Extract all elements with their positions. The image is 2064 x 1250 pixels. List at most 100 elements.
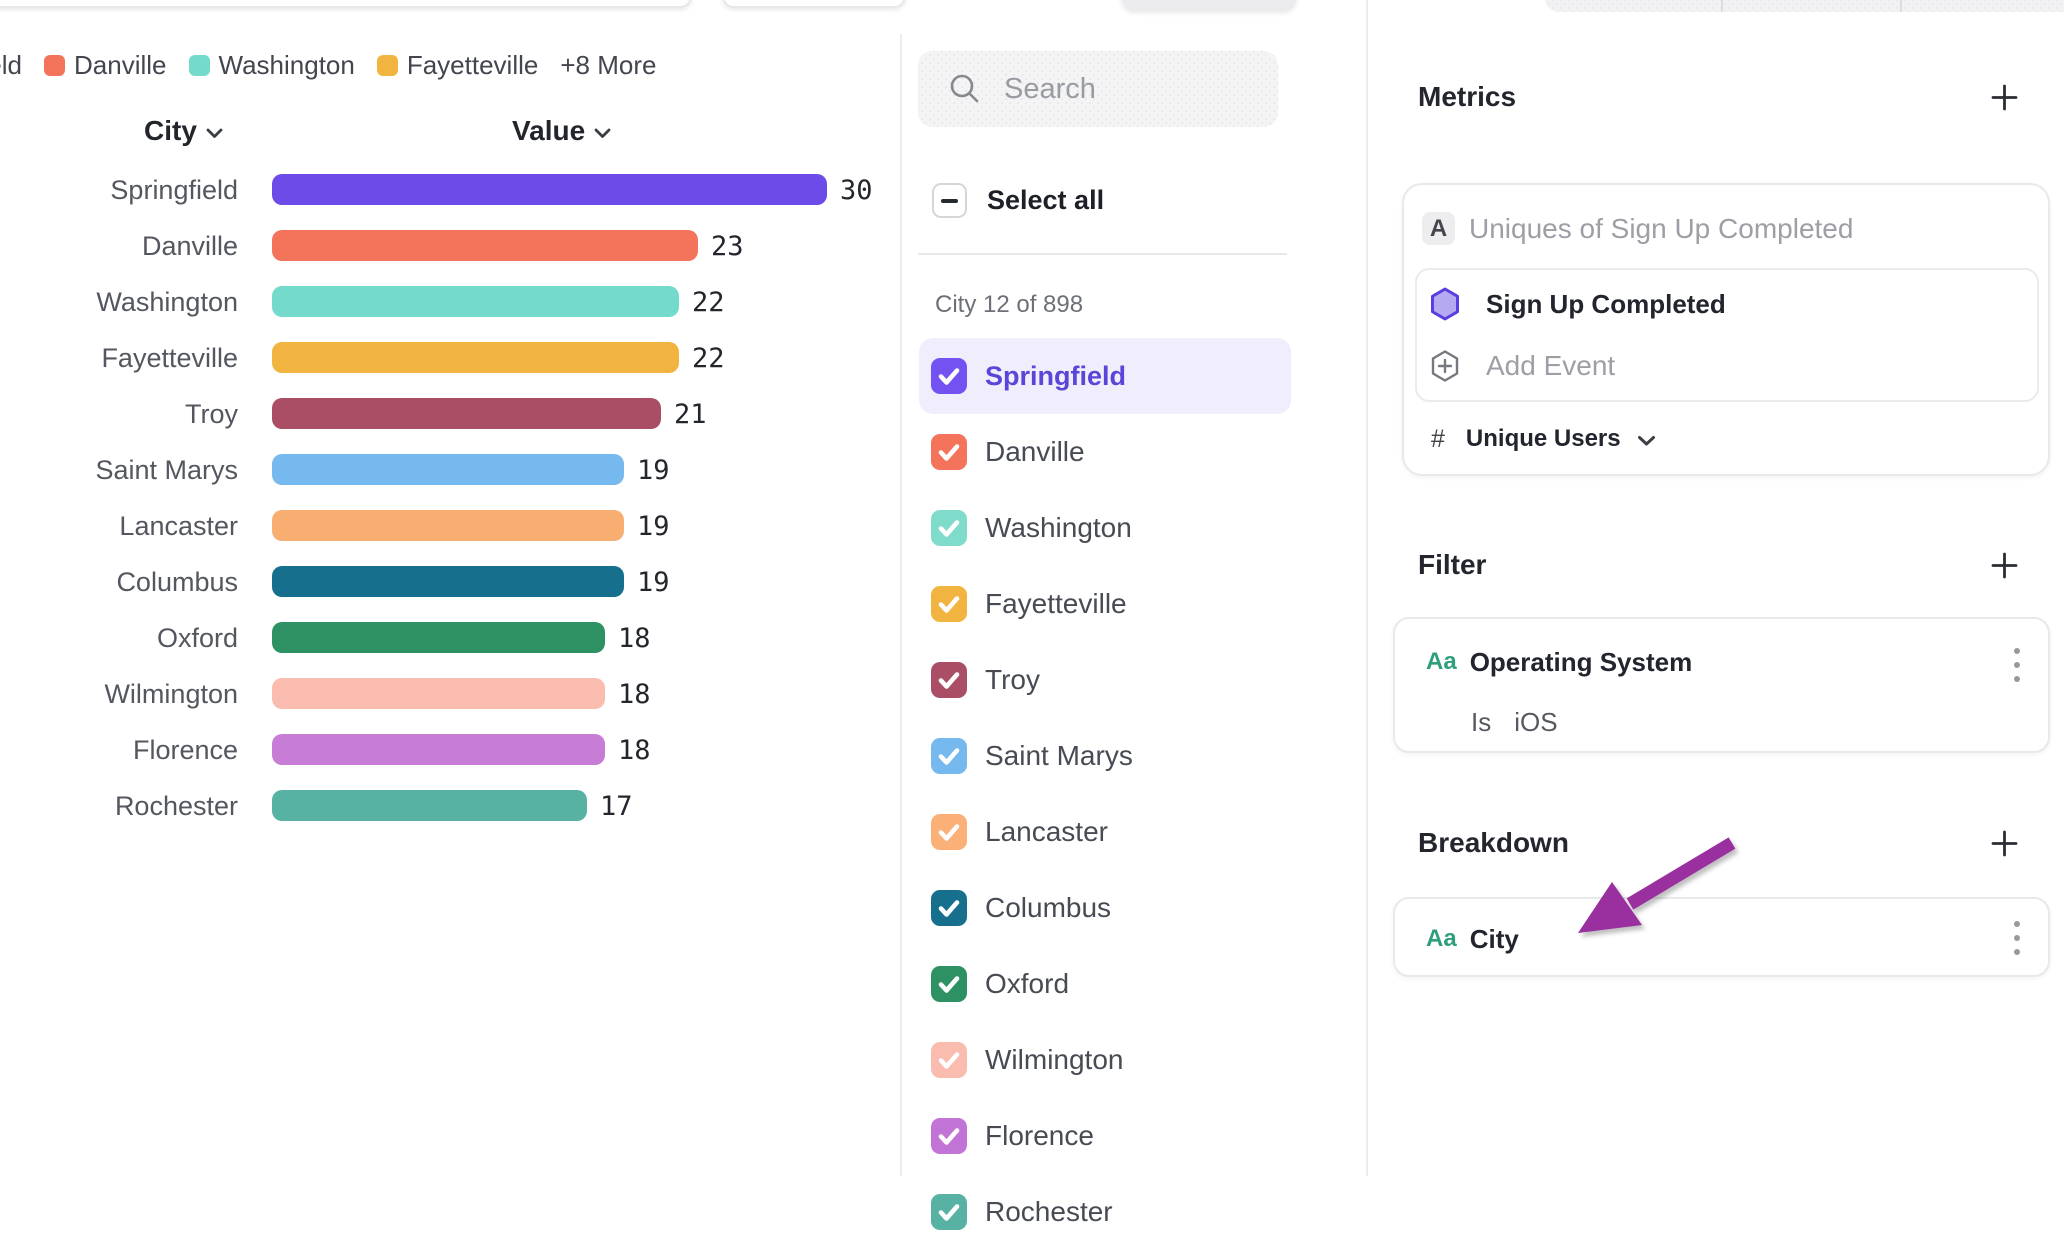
city-checkbox[interactable]	[931, 814, 967, 850]
indeterminate-minus-icon	[941, 198, 958, 203]
city-list-item[interactable]: Rochester	[919, 1174, 1291, 1250]
bar[interactable]	[272, 678, 605, 709]
kebab-dot-icon	[2014, 935, 2020, 941]
bar[interactable]	[272, 622, 605, 653]
checkmark-icon	[938, 900, 960, 917]
city-checkbox[interactable]	[931, 434, 967, 470]
city-checkbox[interactable]	[931, 890, 967, 926]
bar-category-label: Columbus	[116, 567, 238, 597]
bar[interactable]	[272, 174, 827, 205]
search-box[interactable]	[918, 51, 1278, 127]
add-event-row[interactable]: Add Event	[1430, 349, 1615, 383]
breakdown-section-header: Breakdown	[1418, 825, 2020, 861]
city-list-item[interactable]: Lancaster	[919, 794, 1291, 870]
bar-value-label: 19	[637, 567, 670, 598]
city-list-item[interactable]: Danville	[919, 414, 1291, 490]
select-all-row[interactable]: Select all	[932, 183, 1104, 218]
metric-summary-label: Uniques of Sign Up Completed	[1469, 212, 1854, 244]
bar[interactable]	[272, 230, 698, 261]
bar[interactable]	[272, 286, 679, 317]
bar-value-label: 18	[618, 735, 651, 766]
legend-swatch	[188, 54, 210, 76]
legend-label: Washington	[218, 49, 355, 80]
city-checkbox[interactable]	[931, 966, 967, 1002]
plus-icon	[1991, 830, 2018, 856]
kebab-dot-icon	[2014, 921, 2020, 927]
city-label: Troy	[985, 664, 1040, 695]
chart-legend: Springfield Danville Washington Fayettevill…	[0, 49, 656, 81]
checkmark-icon	[938, 444, 960, 461]
breakdown-menu-button[interactable]	[2014, 921, 2020, 955]
legend-more[interactable]: +8 More	[560, 49, 657, 80]
bar-row: Danville 23	[0, 218, 901, 274]
bar-category-label: Saint Marys	[95, 455, 238, 485]
annotation-arrow	[1578, 837, 1736, 933]
bar[interactable]	[272, 566, 624, 597]
add-metric-button[interactable]	[1989, 82, 2020, 113]
city-checkbox[interactable]	[931, 662, 967, 698]
bar[interactable]	[272, 790, 587, 821]
list-divider	[918, 253, 1287, 255]
measure-label: Unique Users	[1465, 425, 1621, 452]
bar-row: Lancaster 19	[0, 498, 901, 554]
legend-item[interactable]: Danville	[44, 50, 167, 81]
city-list-item[interactable]: Oxford	[919, 946, 1291, 1022]
city-label: Oxford	[985, 968, 1070, 999]
bar-row: Fayetteville 22	[0, 330, 901, 386]
city-list-item[interactable]: Saint Marys	[919, 718, 1291, 794]
search-input[interactable]	[1002, 71, 1272, 107]
sort-chevron-icon	[206, 128, 223, 138]
checkmark-icon	[938, 596, 960, 613]
filter-menu-button[interactable]	[2014, 648, 2020, 682]
segment-divider	[1900, 0, 1902, 12]
bar-category-label: Oxford	[156, 623, 238, 653]
city-list-item[interactable]: Fayetteville	[919, 566, 1291, 642]
checkmark-icon	[938, 1204, 960, 1221]
add-filter-button[interactable]	[1989, 550, 2020, 581]
bar[interactable]	[272, 398, 661, 429]
city-list-item[interactable]: Florence	[919, 1098, 1291, 1174]
city-checkbox[interactable]	[931, 358, 967, 394]
city-checkbox[interactable]	[931, 1042, 967, 1078]
filter-section-header: Filter	[1418, 547, 2020, 583]
divider-list-config	[1366, 0, 1368, 1176]
bar[interactable]	[272, 342, 679, 373]
config-panel: Metrics A Uniques of Sign Up Completed S…	[1367, 0, 2064, 1176]
legend-item[interactable]: Washington	[188, 49, 355, 81]
metrics-card: A Uniques of Sign Up Completed Sign Up C…	[1402, 183, 2050, 476]
legend-item[interactable]: Springfield	[0, 50, 22, 81]
filter-value: iOS	[1514, 706, 1558, 737]
city-list-item[interactable]: Wilmington	[919, 1022, 1291, 1098]
city-list-item[interactable]: Columbus	[919, 870, 1291, 946]
bar[interactable]	[272, 510, 624, 541]
select-all-label: Select all	[987, 185, 1105, 215]
city-list-item[interactable]: Washington	[919, 490, 1291, 566]
measure-row[interactable]: # Unique Users	[1431, 422, 1656, 456]
city-checkbox[interactable]	[931, 510, 967, 546]
bar-value-label: 23	[711, 231, 744, 262]
bar[interactable]	[272, 454, 624, 485]
city-list-item[interactable]: Troy	[919, 642, 1291, 718]
add-breakdown-button[interactable]	[1989, 828, 2020, 859]
city-checkbox[interactable]	[931, 1194, 967, 1230]
legend-label: Danville	[74, 49, 167, 80]
city-checkbox[interactable]	[931, 586, 967, 622]
select-all-checkbox[interactable]	[932, 183, 967, 218]
city-checkbox[interactable]	[931, 1118, 967, 1154]
city-label: Fayetteville	[985, 588, 1127, 619]
city-checkbox[interactable]	[931, 738, 967, 774]
bar[interactable]	[272, 734, 605, 765]
bar-category-label: Danville	[141, 231, 238, 261]
list-group-label: City 12 of 898	[935, 291, 1084, 318]
bar-value-label: 22	[692, 287, 725, 318]
filter-operator: Is	[1471, 706, 1492, 737]
column-header-value[interactable]: Value	[512, 113, 611, 149]
breakdown-values-panel: Select all City 12 of 898 Springfield Dan…	[901, 0, 1367, 1230]
bar-category-label: Wilmington	[104, 679, 238, 709]
bar-rows: Springfield 30 Danville 23 Washington 22 Fayet…	[0, 162, 901, 834]
metrics-title: Metrics	[1418, 81, 1517, 112]
column-header-city[interactable]: City	[144, 113, 223, 149]
legend-item[interactable]: Fayetteville	[376, 50, 538, 81]
event-row[interactable]: Sign Up Completed	[1430, 287, 1726, 321]
city-list-item[interactable]: Springfield	[919, 338, 1291, 414]
